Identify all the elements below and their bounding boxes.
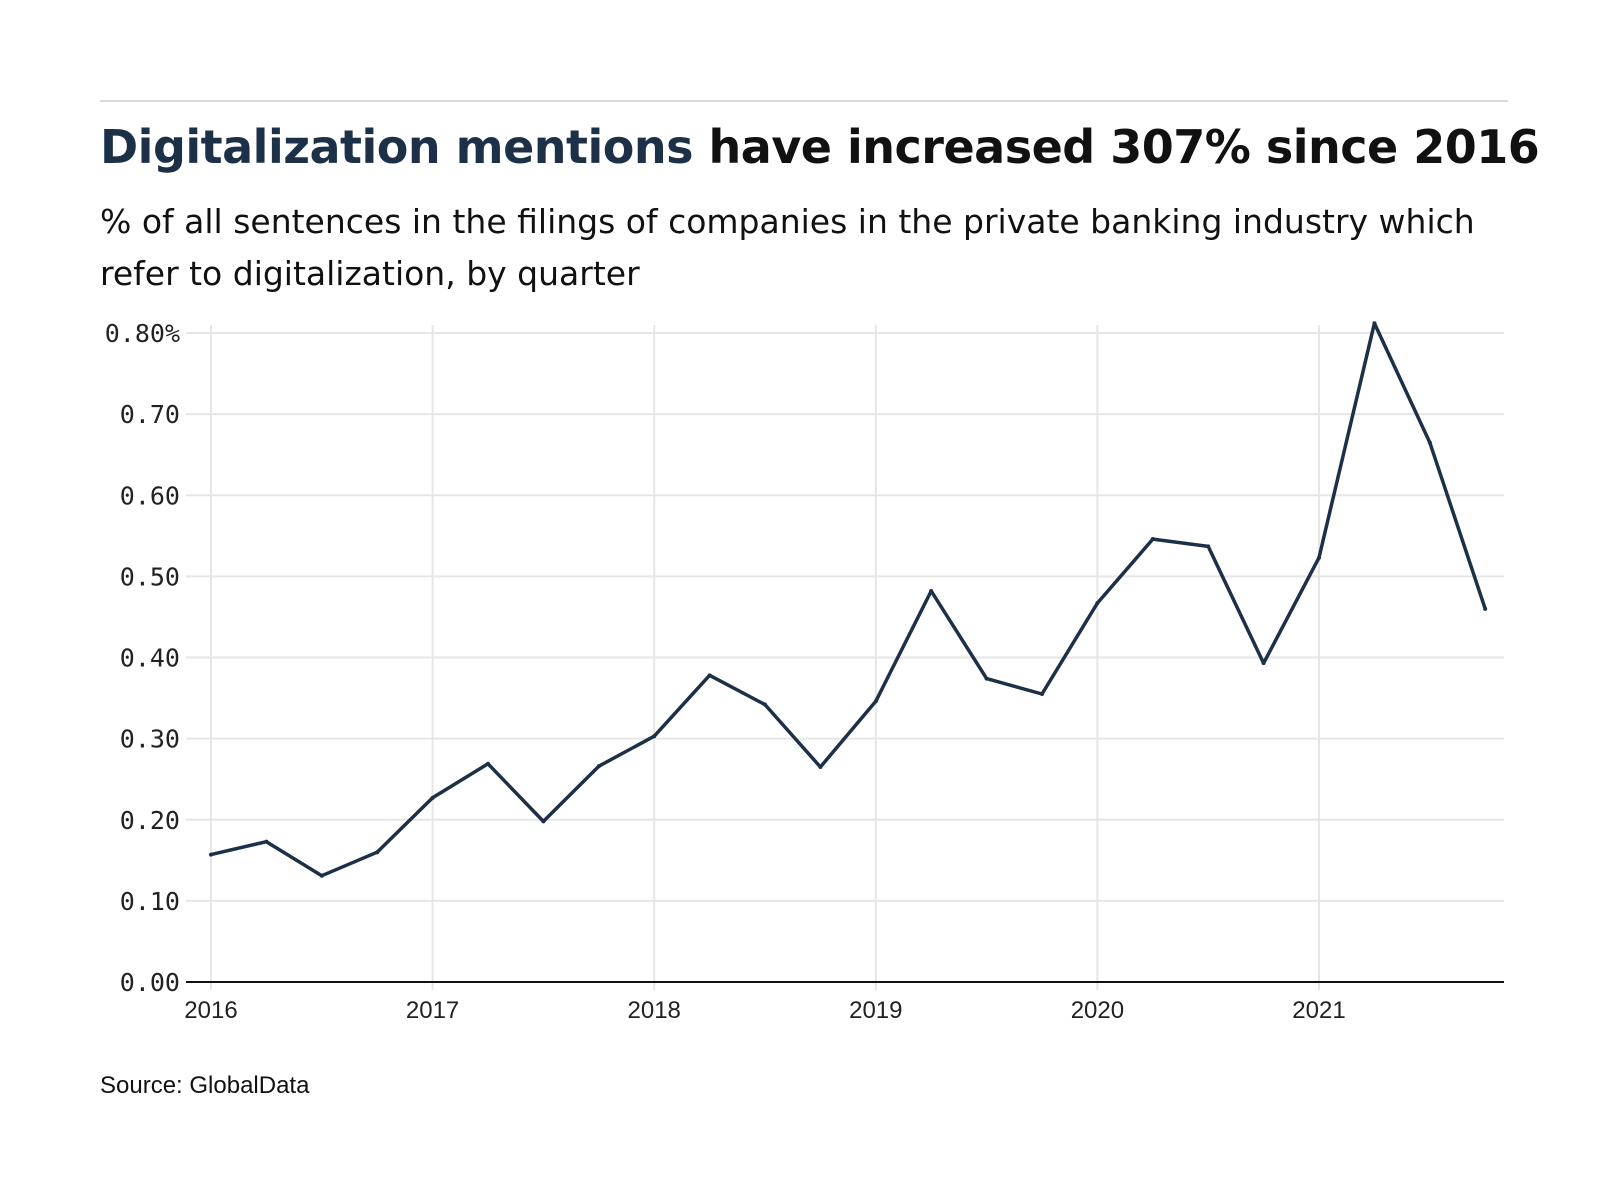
data-points <box>209 321 1488 878</box>
x-tick-label: 2021 <box>1292 997 1345 1024</box>
data-point <box>1095 601 1100 606</box>
y-axis-tick-labels: 0.00 0.10 0.20 0.30 0.40 0.50 0.60 0.70 0.80% <box>105 319 180 997</box>
data-point <box>319 873 324 878</box>
source-note: Source: GlobalData <box>100 1072 310 1099</box>
chart-title-highlight: Digitalization mentions <box>100 120 694 174</box>
y-tick-label: 0.30 <box>120 725 180 754</box>
data-point <box>1427 440 1432 445</box>
data-point <box>596 764 601 769</box>
chart-subtitle: % of all sentences in the filings of com… <box>100 202 1475 293</box>
data-point <box>1150 537 1155 542</box>
horizontal-gridlines <box>186 332 1504 902</box>
y-tick-label: 0.80% <box>105 319 180 348</box>
data-point <box>1317 555 1321 560</box>
data-point <box>707 673 712 678</box>
x-tick-label: 2017 <box>406 997 459 1024</box>
data-point <box>375 850 380 855</box>
y-tick-label: 0.00 <box>120 968 180 997</box>
x-tick-label: 2020 <box>1071 997 1124 1024</box>
x-tick-label: 2018 <box>628 997 681 1024</box>
chart-title: Digitalization mentions have increased 3… <box>100 120 1540 174</box>
line-chart: 0.00 0.10 0.20 0.30 0.40 0.50 0.60 0.70 0.80% 20… <box>105 319 1504 1024</box>
y-tick-label: 0.20 <box>120 806 180 835</box>
chart-title-rest: have increased 307% since 2016 <box>693 120 1540 174</box>
data-point <box>486 761 490 766</box>
y-tick-label: 0.10 <box>120 887 180 916</box>
y-tick-label: 0.60 <box>120 481 180 510</box>
data-point <box>763 702 767 707</box>
y-tick-label: 0.50 <box>120 562 180 591</box>
data-point <box>652 734 657 739</box>
data-point <box>873 699 878 704</box>
x-tick-label: 2019 <box>849 997 902 1024</box>
data-point <box>541 819 546 824</box>
data-point <box>929 588 934 593</box>
data-point <box>1261 661 1266 666</box>
y-tick-label: 0.40 <box>120 644 180 673</box>
x-tick-label: 2016 <box>184 997 237 1024</box>
series-line <box>209 321 1487 878</box>
data-point <box>209 852 213 857</box>
top-divider <box>100 100 1508 102</box>
data-point <box>1040 692 1044 697</box>
data-point <box>818 765 823 770</box>
data-point <box>984 676 989 681</box>
data-point <box>1372 321 1377 326</box>
data-point <box>1483 606 1488 611</box>
data-point <box>430 795 435 800</box>
data-point <box>264 839 269 844</box>
x-axis-tick-labels: 2016 2017 2018 2019 2020 2021 <box>184 997 1345 1024</box>
data-point <box>1206 544 1211 549</box>
y-tick-label: 0.70 <box>120 400 180 429</box>
